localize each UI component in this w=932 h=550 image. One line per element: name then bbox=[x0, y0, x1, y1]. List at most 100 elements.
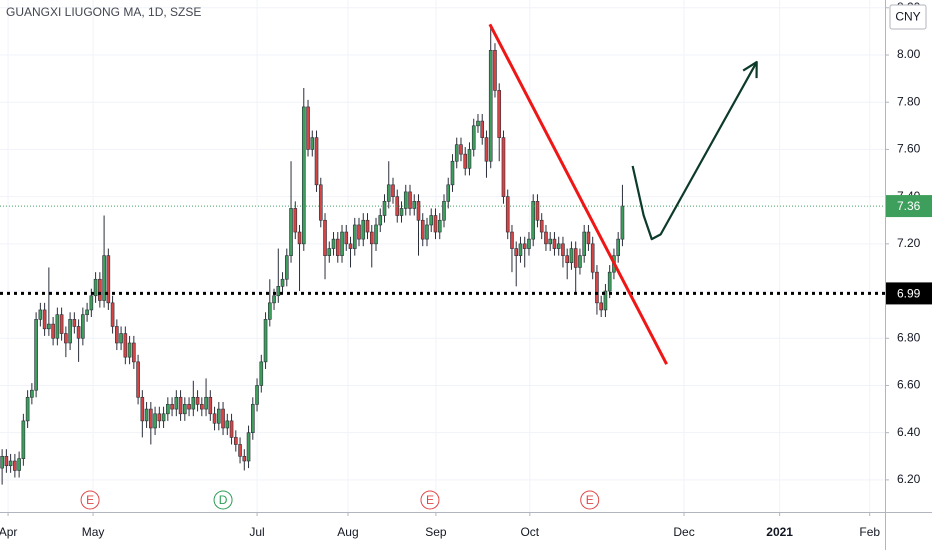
candle-body bbox=[195, 396, 200, 405]
candle-body bbox=[446, 184, 451, 202]
candle-body bbox=[357, 224, 361, 240]
event-label: E bbox=[586, 493, 594, 507]
candle-body bbox=[548, 238, 553, 245]
candle-body bbox=[204, 396, 208, 410]
y-tick-label: 6.60 bbox=[897, 378, 921, 392]
candle-body bbox=[21, 420, 26, 459]
y-tick-label: 6.80 bbox=[897, 330, 921, 344]
candle-body bbox=[323, 219, 327, 256]
y-tick-label: 7.80 bbox=[897, 94, 921, 108]
candle-body bbox=[149, 408, 153, 429]
hline-price-box bbox=[886, 282, 932, 305]
candle-body bbox=[242, 455, 247, 462]
candle-body bbox=[590, 243, 595, 273]
candle-body bbox=[395, 196, 400, 216]
candle-body bbox=[582, 231, 586, 256]
candle-body bbox=[229, 420, 234, 438]
candle-body bbox=[115, 326, 119, 344]
candle-body bbox=[212, 413, 217, 424]
candle-body bbox=[8, 460, 13, 467]
candle-body bbox=[221, 408, 225, 429]
candle-body bbox=[276, 286, 281, 297]
candle-body bbox=[340, 231, 344, 256]
candle-body bbox=[200, 404, 204, 410]
candle-body bbox=[569, 248, 574, 264]
arrow-head bbox=[742, 60, 758, 79]
event-marker bbox=[213, 490, 233, 510]
candle-body bbox=[463, 153, 468, 169]
x-tick-label: Apr bbox=[0, 525, 17, 539]
candle-body bbox=[17, 458, 21, 471]
candle-body bbox=[238, 444, 242, 457]
x-tick-label: Aug bbox=[337, 525, 358, 539]
candle-body bbox=[68, 319, 72, 344]
candle-body bbox=[119, 333, 123, 344]
y-tick-label: 7.20 bbox=[897, 236, 921, 250]
candle-body bbox=[561, 243, 565, 256]
candle-body bbox=[497, 90, 502, 138]
candle-body bbox=[595, 271, 599, 304]
x-tick-label: Jul bbox=[249, 525, 264, 539]
candle-body bbox=[4, 455, 9, 467]
candle-body bbox=[573, 248, 578, 268]
event-label: E bbox=[426, 493, 434, 507]
plot-area: E D E E GUANGXI LIUGONG MA, 1D, SZSE bbox=[0, 0, 885, 512]
candle-body bbox=[34, 319, 38, 391]
candle-body bbox=[132, 342, 136, 363]
candle-body bbox=[501, 137, 506, 197]
candle-body bbox=[420, 219, 425, 240]
candle-body bbox=[484, 137, 489, 162]
event-marker bbox=[420, 490, 440, 510]
candle-body bbox=[586, 231, 591, 245]
candle-body bbox=[30, 389, 34, 398]
candle-body bbox=[403, 191, 408, 209]
currency-box bbox=[889, 4, 927, 30]
candle-body bbox=[301, 106, 306, 245]
candle-body bbox=[476, 120, 480, 127]
candle-body bbox=[89, 295, 94, 311]
candle-body bbox=[616, 238, 620, 256]
candle-body bbox=[442, 201, 446, 221]
candle-body bbox=[467, 149, 472, 169]
last-price-label: 7.36 bbox=[897, 199, 921, 213]
candle-body bbox=[174, 396, 179, 410]
candle-body bbox=[98, 278, 102, 301]
candle-body bbox=[382, 201, 387, 216]
projection-arrow bbox=[631, 61, 758, 241]
candle-body bbox=[293, 208, 298, 233]
chart-title: GUANGXI LIUGONG MA, 1D, SZSE bbox=[6, 5, 201, 19]
candle-body bbox=[47, 323, 51, 330]
candle-body bbox=[51, 323, 55, 339]
x-tick-label: Sep bbox=[425, 525, 447, 539]
candle-body bbox=[144, 408, 149, 422]
candle-body bbox=[166, 404, 170, 415]
candle-body bbox=[178, 396, 183, 415]
candle-body bbox=[106, 255, 111, 304]
candle-body bbox=[310, 137, 315, 150]
y-tick-label: 8.00 bbox=[897, 47, 921, 61]
candle-body bbox=[289, 208, 293, 256]
candle-body bbox=[217, 408, 221, 424]
candle-body bbox=[459, 144, 463, 155]
candle-body bbox=[55, 314, 60, 339]
candle-body bbox=[408, 191, 412, 209]
candle-body bbox=[391, 184, 395, 197]
candle-body bbox=[208, 396, 213, 415]
candle-body bbox=[352, 224, 357, 249]
candle-body bbox=[578, 255, 582, 268]
candle-body bbox=[318, 184, 323, 221]
candle-body bbox=[191, 396, 196, 410]
candle-body bbox=[250, 404, 255, 433]
candle-body bbox=[93, 278, 98, 297]
candle-body bbox=[344, 231, 349, 245]
candle-body bbox=[429, 215, 434, 226]
y-tick-label: 6.20 bbox=[897, 472, 921, 486]
candle-body bbox=[348, 243, 353, 249]
candle-body bbox=[13, 460, 17, 471]
candle-body bbox=[81, 314, 85, 339]
y-tick-label: 7.60 bbox=[897, 142, 921, 156]
candle-body bbox=[170, 404, 174, 410]
candle-body bbox=[425, 224, 429, 240]
